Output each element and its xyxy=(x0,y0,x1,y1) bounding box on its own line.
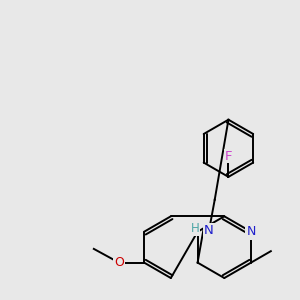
Text: N: N xyxy=(246,225,256,238)
Text: N: N xyxy=(204,224,214,237)
Text: O: O xyxy=(114,256,124,269)
Text: H: H xyxy=(191,222,200,235)
Text: F: F xyxy=(225,150,232,163)
